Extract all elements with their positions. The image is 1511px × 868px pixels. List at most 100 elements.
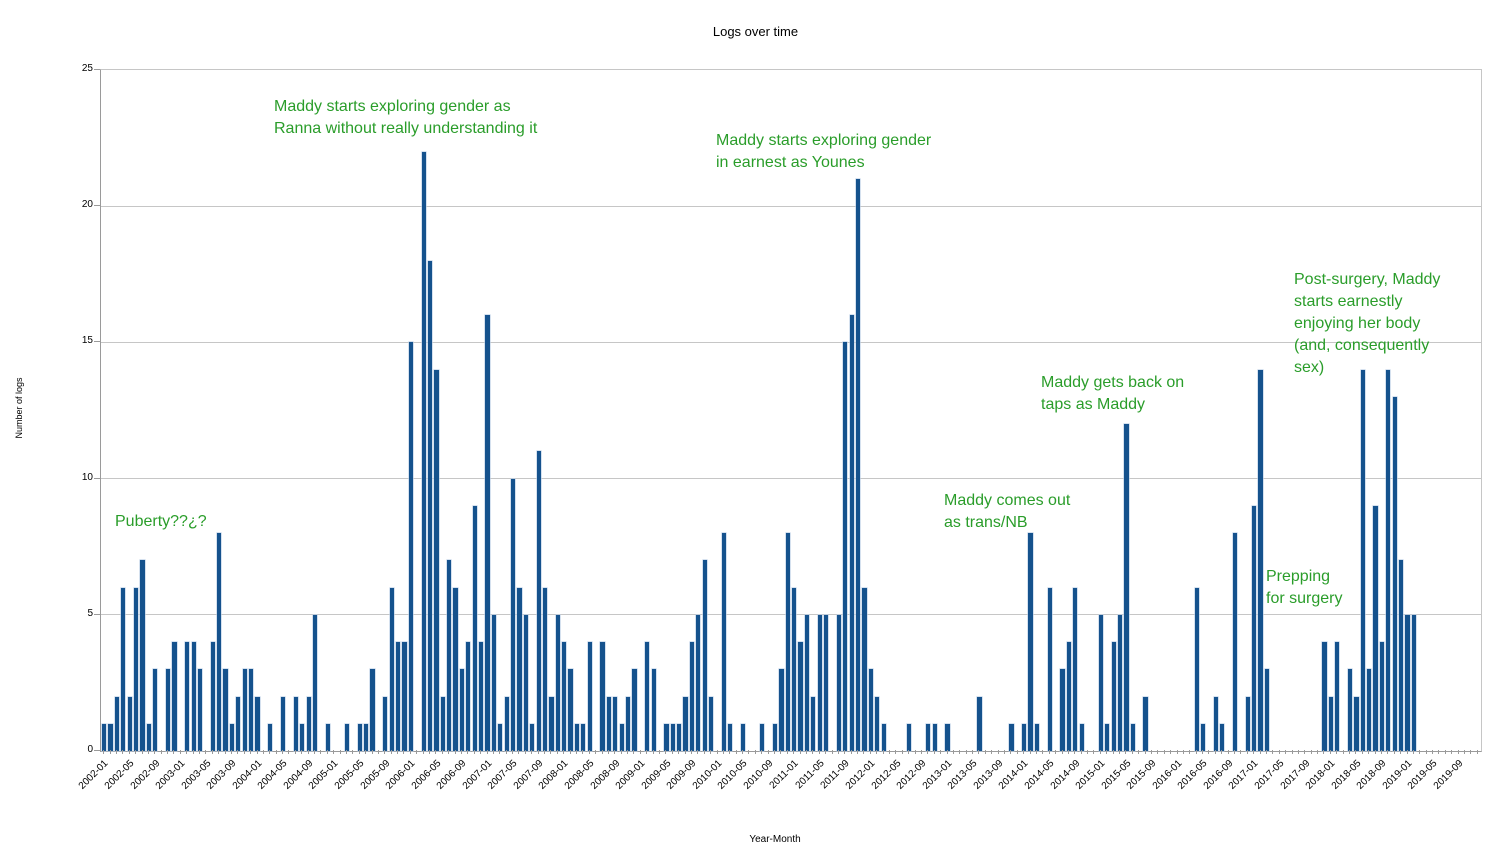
bar	[574, 723, 580, 751]
x-tick-mark	[237, 750, 239, 754]
bar	[421, 151, 426, 751]
bar	[1034, 723, 1040, 751]
bar	[907, 723, 912, 751]
x-tick-mark	[537, 750, 539, 754]
x-tick-mark	[1227, 750, 1229, 754]
y-tick-mark	[94, 69, 100, 70]
bar	[504, 696, 509, 751]
x-tick-mark	[978, 750, 980, 754]
x-tick-mark	[748, 750, 750, 754]
y-axis-title: Number of logs	[14, 377, 24, 439]
x-tick-mark	[671, 750, 673, 754]
gridline	[101, 341, 1481, 343]
x-tick-mark	[486, 750, 488, 754]
bar	[1399, 560, 1404, 751]
x-tick-mark	[199, 750, 201, 754]
x-tick-mark	[1016, 750, 1018, 754]
x-tick-mark	[1048, 750, 1050, 754]
x-tick-mark	[1253, 750, 1255, 754]
x-tick-mark	[1144, 750, 1146, 754]
x-tick-mark	[256, 750, 258, 754]
x-tick-mark	[1297, 750, 1299, 754]
bar	[427, 260, 433, 751]
x-tick-mark	[218, 750, 220, 754]
x-tick-mark	[984, 750, 986, 754]
bar	[1360, 369, 1365, 751]
bar	[625, 696, 631, 751]
x-tick-mark	[952, 750, 954, 754]
bar	[312, 614, 318, 751]
x-tick-mark	[167, 750, 169, 754]
x-tick-mark	[1476, 750, 1478, 754]
bar	[459, 669, 465, 751]
x-tick-mark	[524, 750, 526, 754]
bar	[1347, 669, 1353, 751]
x-tick-mark	[914, 750, 916, 754]
x-tick-mark	[1112, 750, 1114, 754]
x-tick-mark	[595, 750, 597, 754]
x-tick-mark	[1067, 750, 1069, 754]
bar	[434, 369, 439, 751]
y-tick-label: 25	[81, 63, 93, 74]
x-tick-mark	[1304, 750, 1306, 754]
gridline	[101, 205, 1481, 207]
bar	[229, 723, 235, 751]
x-tick-mark	[620, 750, 622, 754]
x-tick-mark	[109, 750, 111, 754]
x-tick-mark	[1323, 750, 1325, 754]
bar	[395, 642, 401, 751]
x-tick-mark	[243, 750, 245, 754]
bar	[1335, 642, 1340, 751]
bar	[779, 669, 784, 751]
bar	[1232, 533, 1238, 751]
x-tick-mark	[569, 750, 571, 754]
x-tick-mark	[703, 750, 705, 754]
x-tick-mark	[1329, 750, 1331, 754]
x-tick-mark	[1119, 750, 1121, 754]
bar	[562, 642, 567, 751]
y-tick-label: 10	[81, 471, 93, 483]
x-tick-mark	[550, 750, 552, 754]
bar	[1258, 369, 1263, 751]
x-tick-mark	[716, 750, 718, 754]
x-tick-mark	[850, 750, 852, 754]
annotation-taps: Maddy gets back on taps as Maddy	[1041, 374, 1185, 413]
bar	[370, 669, 375, 751]
x-tick-mark	[1131, 750, 1133, 754]
annotation-puberty: Puberty??¿?	[115, 513, 207, 530]
x-tick-mark	[646, 750, 648, 754]
x-tick-mark	[409, 750, 411, 754]
x-tick-mark	[665, 750, 667, 754]
x-tick-mark	[780, 750, 782, 754]
x-tick-mark	[1336, 750, 1338, 754]
bar	[466, 642, 471, 751]
bar	[383, 696, 388, 751]
x-tick-mark	[1150, 750, 1152, 754]
bar	[108, 723, 113, 751]
chart-title: Logs over time	[712, 24, 799, 39]
bar	[479, 642, 484, 751]
bar	[1386, 369, 1391, 751]
bar	[191, 642, 196, 751]
bar	[868, 669, 873, 751]
bar	[689, 642, 695, 751]
x-tick-mark	[512, 750, 514, 754]
x-tick-mark	[352, 750, 354, 754]
x-tick-mark	[192, 750, 194, 754]
x-tick-mark	[186, 750, 188, 754]
bar	[664, 723, 669, 751]
bar	[1411, 614, 1416, 751]
bar	[1098, 614, 1103, 751]
bar	[523, 614, 528, 751]
bar	[619, 723, 624, 751]
bar	[587, 642, 592, 751]
gridline	[101, 478, 1481, 480]
bar	[1367, 669, 1372, 751]
x-tick-mark	[972, 750, 974, 754]
x-tick-mark	[179, 750, 181, 754]
x-tick-mark	[607, 750, 609, 754]
bar	[862, 587, 867, 751]
x-tick-mark	[1023, 750, 1025, 754]
x-tick-mark	[837, 750, 839, 754]
x-tick-mark	[1208, 750, 1210, 754]
